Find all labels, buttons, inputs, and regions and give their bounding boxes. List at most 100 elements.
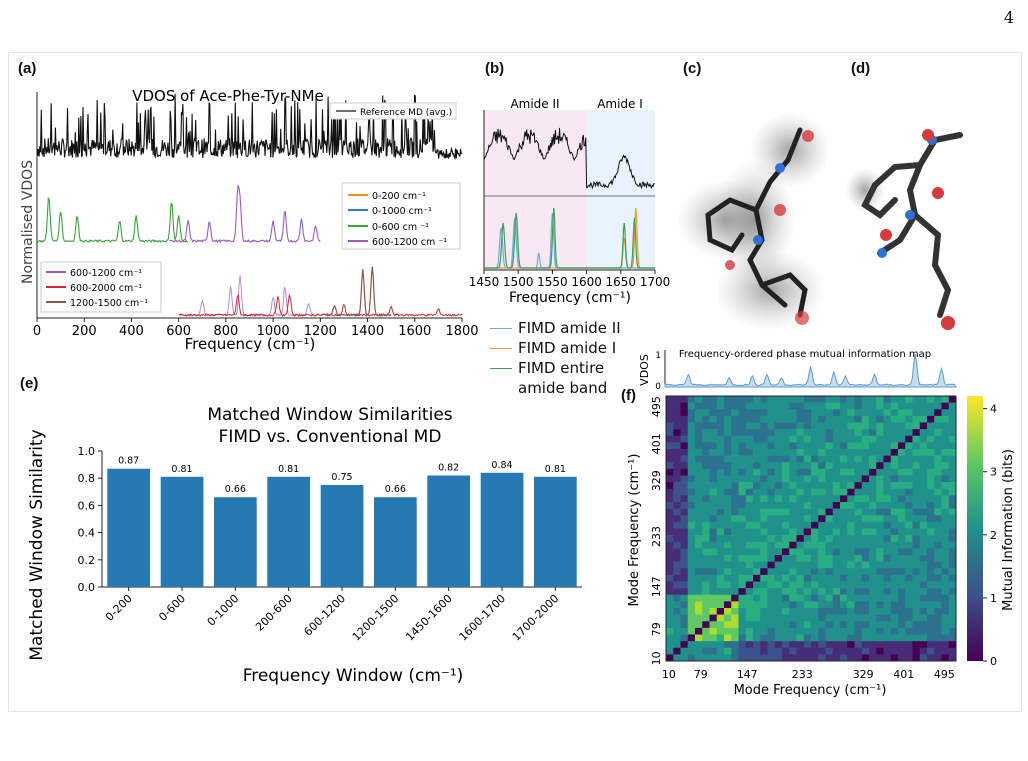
heatmap-cell bbox=[883, 574, 892, 582]
heatmap-cell bbox=[840, 627, 848, 635]
heatmap-cell bbox=[840, 422, 848, 430]
heatmap-cell bbox=[811, 455, 819, 463]
heatmap-cell bbox=[840, 429, 848, 437]
heatmap-cell bbox=[745, 521, 754, 529]
heatmap-cell bbox=[724, 548, 732, 556]
heatmap-cell bbox=[753, 409, 761, 417]
heatmap-cell bbox=[941, 455, 950, 463]
heatmap-cell bbox=[731, 621, 739, 629]
heatmap-cell bbox=[673, 396, 681, 403]
heatmap-cell bbox=[716, 614, 725, 622]
heatmap-cell bbox=[745, 647, 754, 655]
heatmap-xtick-label: 329 bbox=[853, 668, 874, 681]
heatmap-cell bbox=[832, 535, 841, 543]
heatmap-cell bbox=[840, 594, 848, 602]
heatmap-cell bbox=[745, 415, 754, 423]
heatmap-cell bbox=[680, 594, 689, 602]
heatmap-cell bbox=[738, 422, 747, 430]
heatmap-cell bbox=[890, 402, 899, 410]
heatmap-cell bbox=[774, 528, 783, 536]
panel-a-ylabel: Normalised VDOS bbox=[20, 160, 36, 284]
heatmap-cell bbox=[687, 548, 696, 556]
heatmap-cell bbox=[702, 462, 710, 470]
heatmap-cell bbox=[731, 462, 739, 470]
heatmap-cell bbox=[919, 515, 928, 523]
heatmap-cell bbox=[666, 621, 674, 629]
heatmap-cell bbox=[767, 574, 776, 582]
heatmap-cell bbox=[854, 449, 863, 456]
heatmap-cell bbox=[811, 515, 819, 523]
heatmap-cell bbox=[898, 508, 906, 516]
heatmap-cell bbox=[905, 621, 913, 629]
heatmap-cell bbox=[948, 601, 957, 609]
heatmap-xtick-label: 233 bbox=[792, 668, 813, 681]
heatmap-cell bbox=[854, 396, 863, 403]
heatmap-cell bbox=[738, 608, 747, 615]
heatmap-cell bbox=[869, 641, 877, 649]
heatmap-cell bbox=[782, 535, 790, 543]
heatmap-cell bbox=[767, 396, 776, 403]
heatmap-cell bbox=[825, 435, 834, 443]
heatmap-cell bbox=[883, 614, 892, 622]
heatmap-cell bbox=[687, 594, 696, 602]
heatmap-cell bbox=[941, 561, 950, 569]
panel-a-tick-label: 1800 bbox=[445, 324, 478, 339]
heatmap-cell bbox=[890, 555, 899, 562]
heatmap-cell bbox=[869, 482, 877, 490]
heatmap-cell bbox=[745, 588, 754, 596]
heatmap-cell bbox=[811, 488, 819, 496]
heatmap-cell bbox=[948, 402, 957, 410]
heatmap-cell bbox=[883, 502, 892, 509]
heatmap-cell bbox=[883, 462, 892, 470]
heatmap-cell bbox=[912, 455, 921, 463]
heatmap-cell bbox=[854, 495, 863, 503]
heatmap-cell bbox=[890, 568, 899, 576]
heatmap-cell bbox=[890, 442, 899, 450]
heatmap-cell bbox=[796, 621, 805, 629]
heatmap-cell bbox=[709, 548, 718, 556]
heatmap-cell bbox=[666, 555, 674, 562]
heatmap-cell bbox=[680, 442, 689, 450]
panel-a-tick-label: 1200 bbox=[304, 324, 337, 339]
heatmap-cell bbox=[927, 647, 935, 655]
heatmap-cell bbox=[774, 475, 783, 483]
heatmap-cell bbox=[731, 634, 739, 642]
heatmap-cell bbox=[905, 641, 913, 649]
heatmap-cell bbox=[818, 435, 826, 443]
heatmap-cell bbox=[695, 515, 703, 523]
heatmap-cell bbox=[811, 647, 819, 655]
heatmap-cell bbox=[767, 548, 776, 556]
heatmap-cell bbox=[854, 548, 863, 556]
heatmap-cell bbox=[738, 415, 747, 423]
heatmap-cell bbox=[919, 482, 928, 490]
heatmap-cell bbox=[934, 515, 942, 523]
heatmap-cell bbox=[898, 647, 906, 655]
heatmap-cell bbox=[883, 647, 892, 655]
heatmap-cell bbox=[927, 422, 935, 430]
heatmap-cell bbox=[905, 502, 913, 509]
heatmap-cell bbox=[724, 574, 732, 582]
heatmap-cell bbox=[782, 528, 790, 536]
heatmap-cell bbox=[767, 462, 776, 470]
heatmap-cell bbox=[709, 502, 718, 509]
heatmap-cell bbox=[832, 455, 841, 463]
heatmap-cell bbox=[927, 654, 935, 662]
heatmap-cell bbox=[738, 495, 747, 503]
heatmap-cell bbox=[680, 647, 689, 655]
heatmap-cell bbox=[854, 402, 863, 410]
heatmap-cell bbox=[666, 588, 674, 596]
heatmap-cell bbox=[948, 422, 957, 430]
heatmap-cell bbox=[687, 621, 696, 629]
heatmap-cell bbox=[695, 535, 703, 543]
heatmap-cell bbox=[854, 442, 863, 450]
heatmap-cell bbox=[832, 488, 841, 496]
heatmap-cell bbox=[898, 568, 906, 576]
bar bbox=[534, 476, 577, 587]
heatmap-cell bbox=[854, 581, 863, 589]
heatmap-cell bbox=[934, 402, 942, 410]
heatmap-cell bbox=[687, 409, 696, 417]
heatmap-cell bbox=[673, 488, 681, 496]
heatmap-cell bbox=[832, 594, 841, 602]
heatmap-cell bbox=[695, 475, 703, 483]
heatmap-cell bbox=[709, 535, 718, 543]
